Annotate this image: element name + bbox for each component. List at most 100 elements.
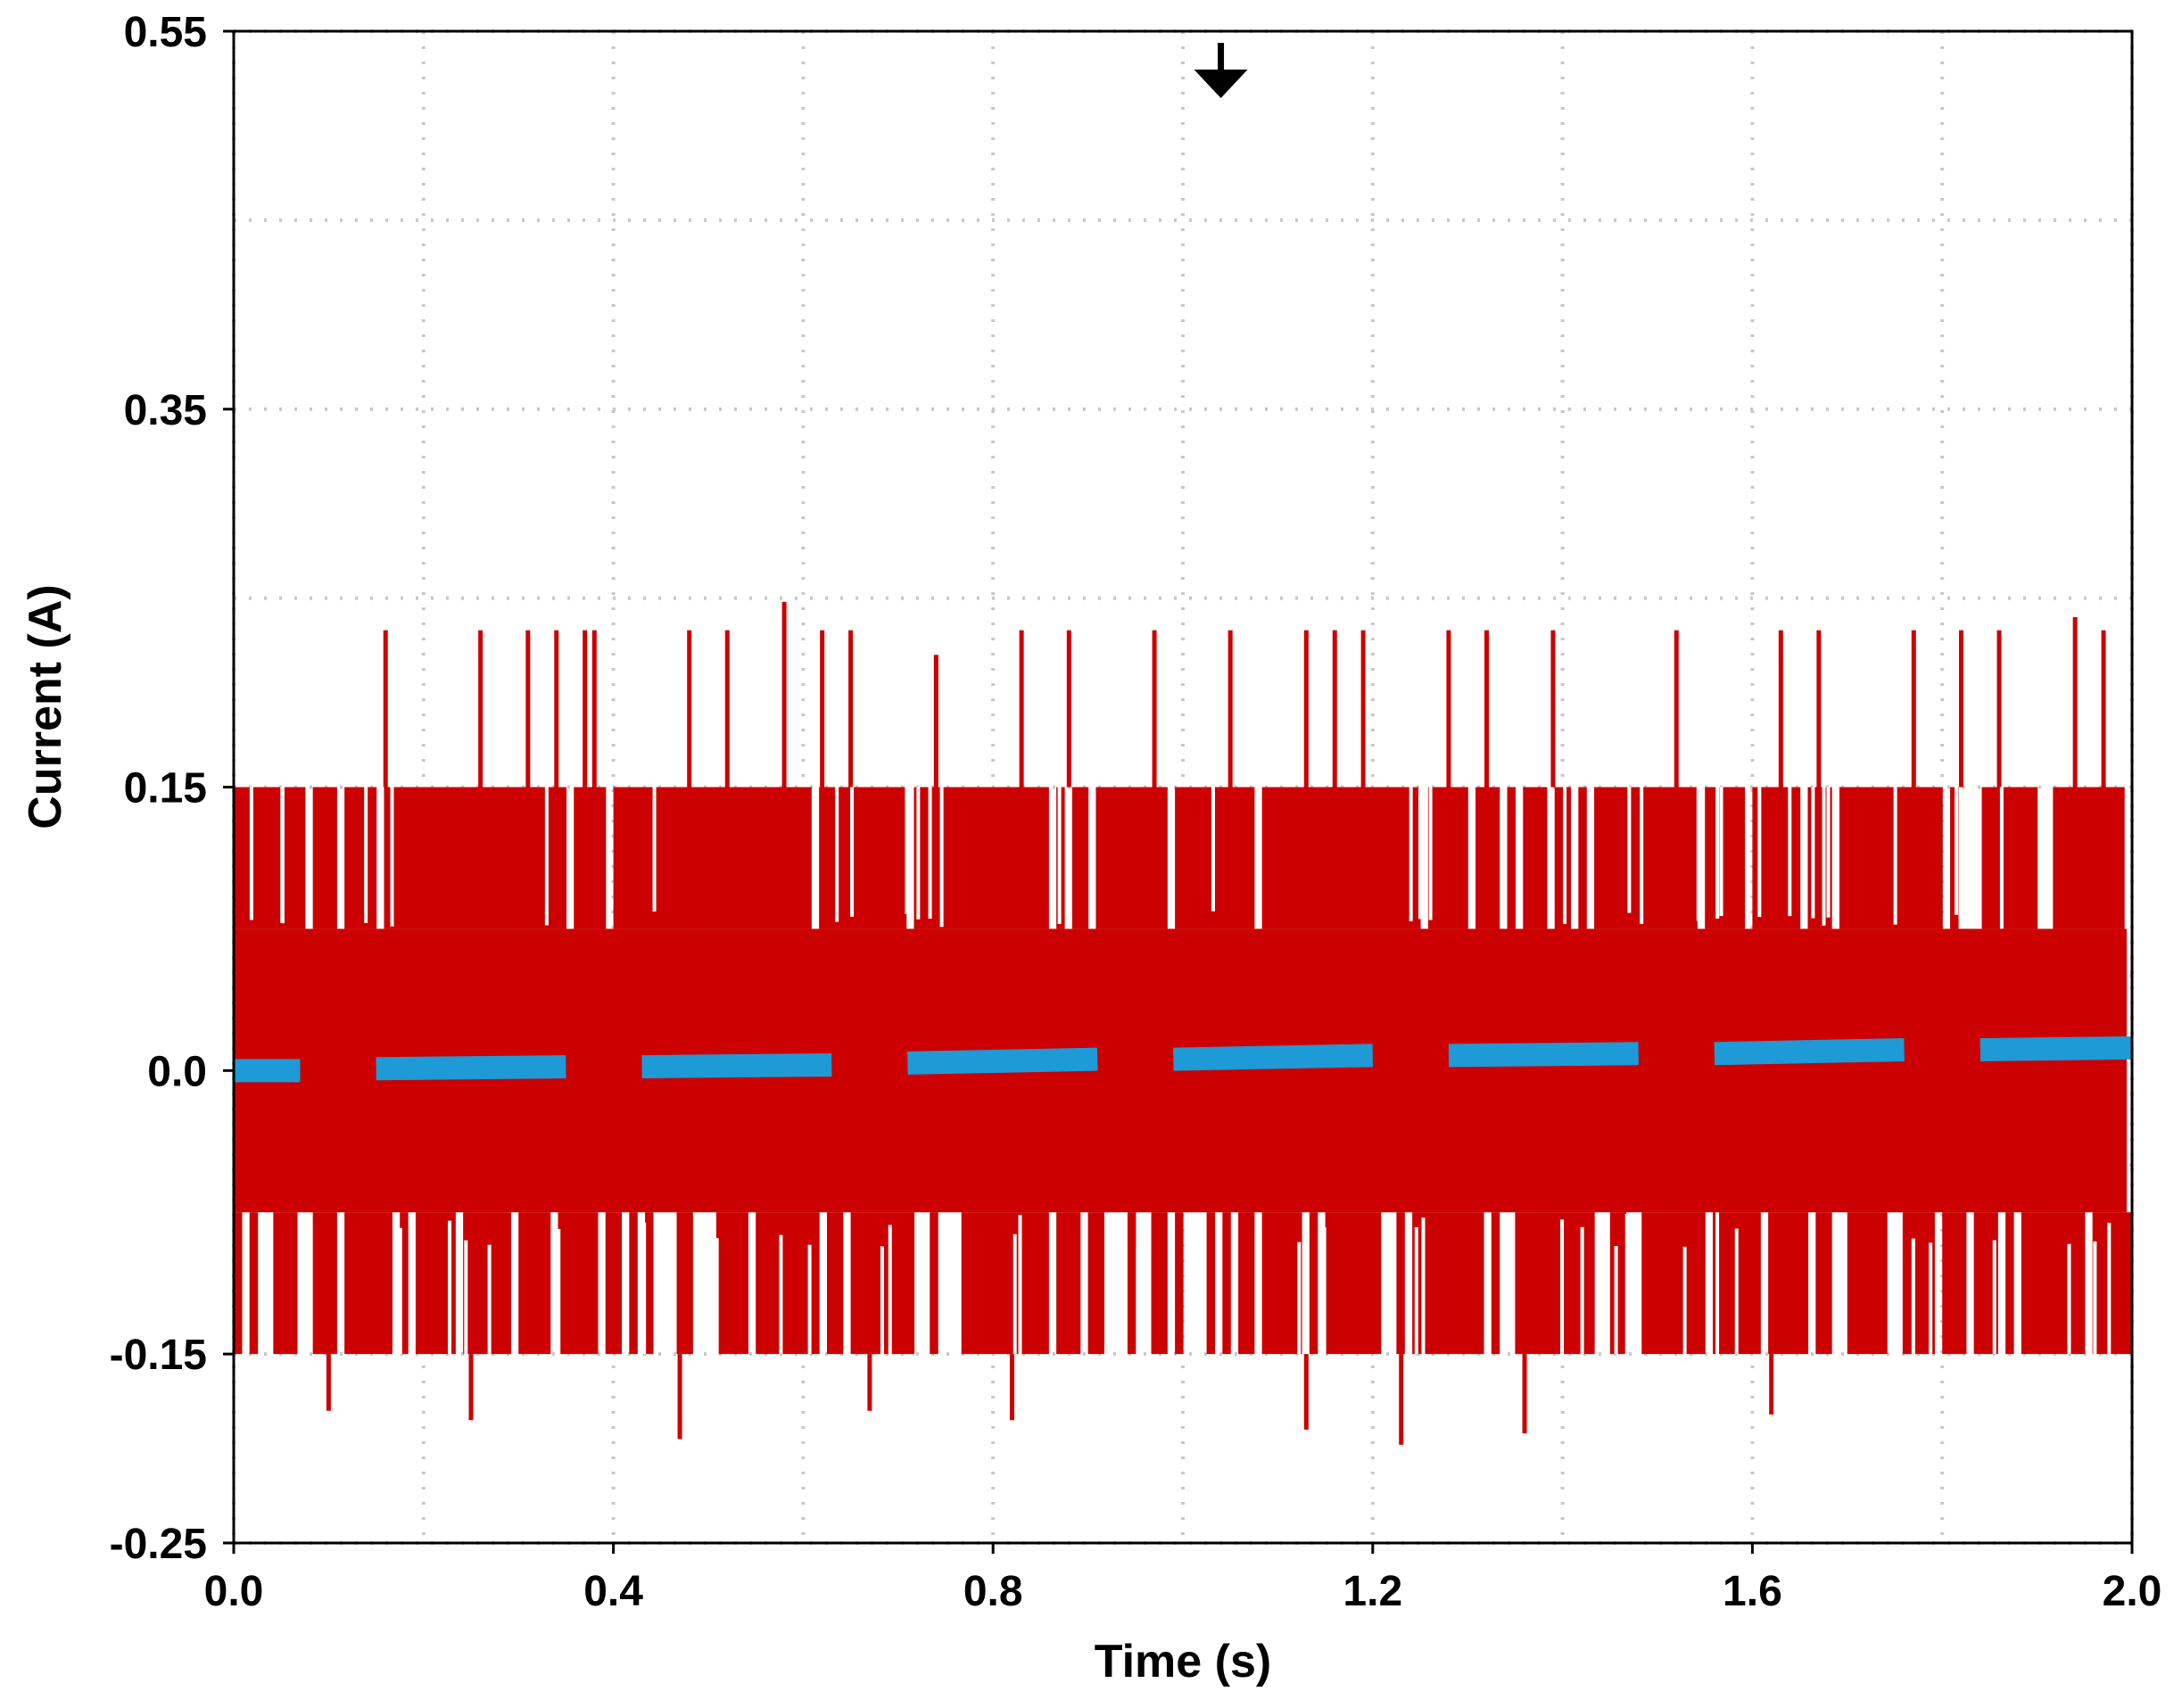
- waveform-upper-block: [803, 787, 812, 929]
- waveform-upper-block: [621, 787, 630, 929]
- waveform-lower-block: [1657, 1212, 1666, 1355]
- waveform-upper-block: [1847, 787, 1856, 929]
- waveform-upper-block: [700, 787, 709, 929]
- waveform-lower-block: [1064, 1212, 1073, 1355]
- waveform-upper-block: [613, 787, 623, 929]
- waveform-upper-block: [748, 787, 756, 929]
- waveform-upper-block: [889, 787, 899, 929]
- waveform-lower-block: [566, 1212, 574, 1355]
- waveform-lower-block: [2108, 1212, 2117, 1355]
- waveform-upper-block: [1752, 787, 1761, 929]
- waveform-upper-block: [1879, 787, 1888, 929]
- average-segment: [1714, 1038, 1905, 1066]
- waveform-lower-block: [1957, 1212, 1967, 1355]
- waveform-upper-block: [1475, 787, 1484, 929]
- waveform-upper-block: [1594, 787, 1603, 929]
- waveform-lower-block: [1127, 1212, 1136, 1355]
- waveform-upper-block: [1396, 787, 1405, 929]
- waveform-upper-block: [764, 787, 773, 929]
- waveform-upper-block: [1404, 787, 1413, 929]
- waveform-upper-block: [447, 787, 456, 929]
- waveform-upper-block: [2005, 787, 2014, 929]
- waveform-lower-block: [1586, 1212, 1595, 1355]
- waveform-lower-block: [1641, 1212, 1650, 1355]
- waveform-upper-block: [1641, 787, 1650, 929]
- waveform-upper-block: [249, 787, 259, 929]
- waveform-upper-block: [1633, 787, 1642, 929]
- waveform-lower-block: [1491, 1212, 1500, 1355]
- y-tick-label: -0.15: [110, 1332, 207, 1379]
- waveform-lower-block: [1261, 1212, 1271, 1355]
- waveform-lower-block: [1918, 1212, 1928, 1355]
- waveform-lower-block: [795, 1212, 804, 1355]
- waveform-lower-block: [1673, 1212, 1682, 1355]
- waveform-upper-block: [2053, 787, 2062, 929]
- waveform-lower-block: [502, 1212, 511, 1355]
- waveform-upper-block: [368, 787, 377, 929]
- waveform-lower-block: [526, 1212, 535, 1355]
- x-axis-ticks: 0.0 0.4 0.8 1.2 1.6 2.0: [204, 1543, 2162, 1615]
- waveform-upper-block: [819, 787, 828, 929]
- x-axis-label: Time (s): [1095, 1636, 1271, 1687]
- waveform-lower-block: [605, 1212, 615, 1355]
- waveform-lower-block: [574, 1212, 583, 1355]
- waveform-lower-block: [1649, 1212, 1658, 1355]
- waveform-upper-block: [1112, 787, 1120, 929]
- waveform-upper-block: [1001, 787, 1010, 929]
- waveform-lower-block: [803, 1212, 812, 1355]
- waveform-lower-block: [1728, 1212, 1738, 1355]
- waveform-upper-block: [1910, 787, 1920, 929]
- trigger-arrow-head: [1194, 70, 1248, 98]
- waveform-lower-block: [1981, 1212, 1990, 1355]
- waveform-upper-block: [439, 787, 448, 929]
- waveform-upper-block: [1269, 787, 1278, 929]
- waveform-lower-block: [1372, 1212, 1382, 1355]
- waveform-upper-block: [590, 787, 599, 929]
- waveform-lower-block: [723, 1212, 733, 1355]
- waveform-lower-block: [376, 1212, 385, 1355]
- waveform-upper-block: [533, 787, 543, 929]
- x-tick-label: 2.0: [2103, 1568, 2162, 1615]
- waveform-lower-block: [1515, 1212, 1524, 1355]
- waveform-upper-block: [344, 787, 353, 929]
- waveform-lower-block: [478, 1212, 488, 1355]
- waveform-lower-block: [1269, 1212, 1278, 1355]
- y-tick-label: -0.25: [110, 1521, 207, 1568]
- waveform-lower-block: [1238, 1212, 1247, 1355]
- waveform-upper-block: [1135, 787, 1145, 929]
- waveform-upper-block: [652, 787, 662, 929]
- waveform-upper-block: [1839, 787, 1848, 929]
- waveform-upper-block: [478, 787, 488, 929]
- waveform-upper-block: [1681, 787, 1690, 929]
- waveform-upper-block: [597, 787, 607, 929]
- waveform-lower-block: [715, 1212, 725, 1355]
- waveform-lower-block: [415, 1212, 425, 1355]
- waveform-upper-block: [1918, 787, 1928, 929]
- waveform-upper-block: [787, 787, 797, 929]
- waveform-lower-block: [1435, 1212, 1445, 1355]
- waveform-upper-block: [2108, 787, 2117, 929]
- waveform-lower-block: [897, 1212, 907, 1355]
- waveform-upper-block: [645, 787, 654, 929]
- waveform-upper-block: [526, 787, 535, 929]
- waveform-upper-block: [2021, 787, 2030, 929]
- waveform-upper-block: [1380, 787, 1390, 929]
- waveform-upper-block: [1483, 787, 1492, 929]
- waveform-upper-block: [1855, 787, 1864, 929]
- waveform-lower-block: [1697, 1212, 1706, 1355]
- waveform-lower-block: [1689, 1212, 1698, 1355]
- waveform-upper-block: [1016, 787, 1026, 929]
- waveform-lower-block: [882, 1212, 891, 1355]
- waveform-upper-block: [518, 787, 527, 929]
- waveform-lower-block: [533, 1212, 543, 1355]
- waveform-upper-block: [582, 787, 591, 929]
- x-tick-label: 1.2: [1343, 1568, 1402, 1615]
- waveform-lower-block: [423, 1212, 433, 1355]
- waveform-upper-block: [463, 787, 472, 929]
- waveform-lower-block: [1823, 1212, 1832, 1355]
- waveform-upper-block: [1981, 787, 1990, 929]
- waveform-lower-block: [905, 1212, 915, 1355]
- waveform-upper-block: [922, 787, 930, 929]
- waveform-upper-block: [1617, 787, 1627, 929]
- waveform-upper-block: [953, 787, 963, 929]
